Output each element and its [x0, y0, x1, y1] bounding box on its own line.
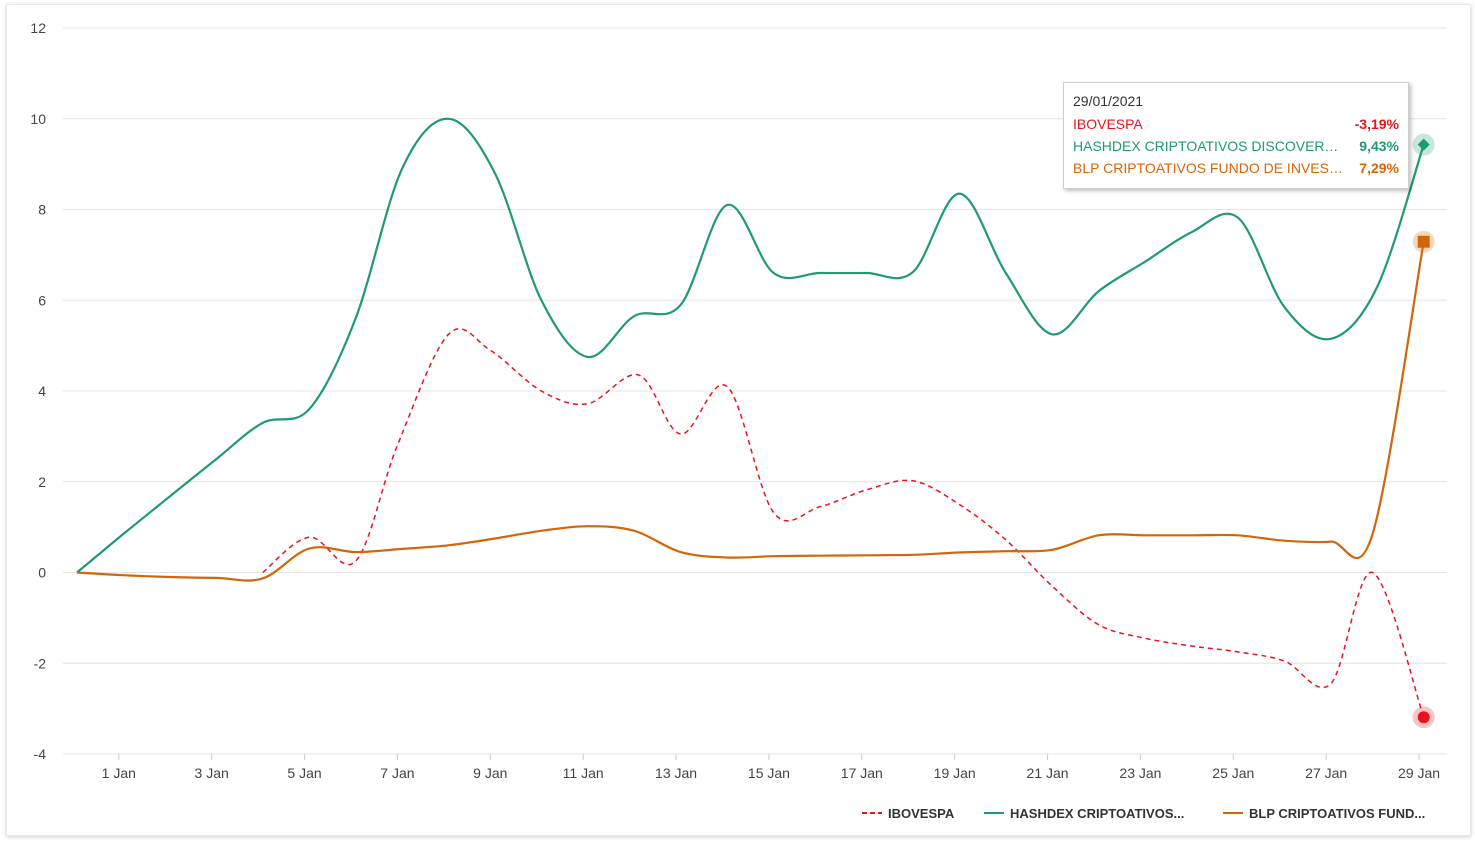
legend-label: BLP CRIPTOATIVOS FUND... — [1249, 806, 1425, 821]
tooltip-series-value: 7,29% — [1359, 160, 1399, 176]
marker-layer — [1412, 133, 1435, 729]
tooltip-series-value: -3,19% — [1354, 116, 1399, 132]
tooltip-row-hashdex: HASHDEX CRIPTOATIVOS DISCOVERY ... 9,43% — [1073, 135, 1399, 157]
x-tick-label: 17 Jan — [841, 765, 883, 781]
x-tick-label: 7 Jan — [380, 765, 414, 781]
series-layer — [76, 117, 1425, 718]
x-tick-label: 23 Jan — [1119, 765, 1161, 781]
tooltip-series-name: HASHDEX CRIPTOATIVOS DISCOVERY ... — [1073, 138, 1345, 154]
legend-label: HASHDEX CRIPTOATIVOS... — [1010, 806, 1184, 821]
x-tick-label: 21 Jan — [1027, 765, 1069, 781]
y-tick-label: 8 — [38, 202, 46, 218]
tooltip-series-name: BLP CRIPTOATIVOS FUNDO DE INVEST... — [1073, 160, 1345, 176]
tooltip-date: 29/01/2021 — [1073, 93, 1144, 109]
x-tick-label: 27 Jan — [1305, 765, 1347, 781]
marker-point-hashdex — [1417, 138, 1430, 151]
legend[interactable]: IBOVESPA HASHDEX CRIPTOATIVOS... BLP CRIPT… — [862, 806, 1425, 821]
x-tick-label: 3 Jan — [195, 765, 229, 781]
x-axis-ticks: 1 Jan 3 Jan 5 Jan 7 Jan 9 Jan 11 Jan 13 Jan 15 … — [102, 754, 1440, 781]
legend-item-hashdex[interactable]: HASHDEX CRIPTOATIVOS... — [984, 806, 1184, 821]
x-tick-label: 29 Jan — [1398, 765, 1440, 781]
x-tick-label: 25 Jan — [1212, 765, 1254, 781]
legend-label: IBOVESPA — [888, 806, 955, 821]
x-tick-label: 15 Jan — [748, 765, 790, 781]
y-tick-label: 4 — [38, 383, 46, 399]
x-tick-label: 5 Jan — [287, 765, 321, 781]
legend-item-ibovespa[interactable]: IBOVESPA — [862, 806, 955, 821]
series-line-ibovespa — [262, 328, 1425, 718]
legend-item-blp[interactable]: BLP CRIPTOATIVOS FUND... — [1223, 806, 1425, 821]
tooltip-row-blp: BLP CRIPTOATIVOS FUNDO DE INVEST... 7,29… — [1073, 157, 1399, 179]
chart-tooltip: 29/01/2021 IBOVESPA -3,19% HASHDEX CRIPT… — [1063, 82, 1409, 189]
series-line-hashdex — [76, 117, 1425, 574]
x-tick-label: 11 Jan — [563, 765, 604, 781]
y-tick-label: 10 — [30, 111, 46, 127]
y-axis-ticks: -4 -2 0 2 4 6 8 10 12 — [30, 20, 46, 762]
x-tick-label: 1 Jan — [102, 765, 136, 781]
y-tick-label: -2 — [34, 655, 47, 671]
marker-point-ibovespa — [1417, 711, 1430, 724]
x-tick-label: 19 Jan — [934, 765, 976, 781]
y-tick-label: 6 — [38, 292, 46, 308]
y-tick-label: -4 — [34, 746, 47, 762]
marker-point-blp — [1417, 235, 1430, 248]
y-tick-label: 2 — [38, 474, 46, 490]
series-line-blp — [76, 241, 1425, 582]
tooltip-series-name: IBOVESPA — [1073, 116, 1143, 132]
tooltip-series-value: 9,43% — [1359, 138, 1399, 154]
x-tick-label: 9 Jan — [473, 765, 507, 781]
x-tick-label: 13 Jan — [655, 765, 697, 781]
grid-layer — [63, 27, 1447, 755]
tooltip-row-ibovespa: IBOVESPA -3,19% — [1073, 113, 1399, 135]
y-tick-label: 0 — [38, 565, 46, 581]
y-tick-label: 12 — [30, 20, 46, 36]
